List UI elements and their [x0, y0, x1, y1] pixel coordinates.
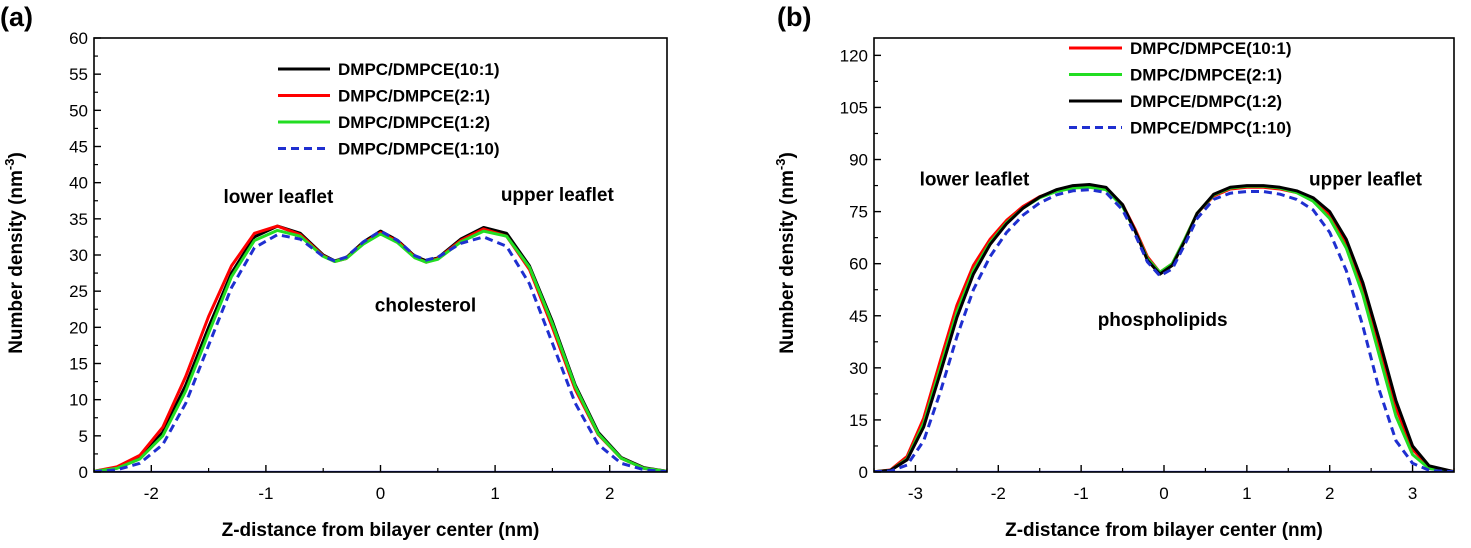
- x-tick-label: 0: [1159, 484, 1168, 503]
- y-tick-label: 75: [849, 203, 868, 222]
- x-tick-label: 3: [1408, 484, 1417, 503]
- y-tick-label: 15: [849, 411, 868, 430]
- annotation-label: cholesterol: [375, 295, 476, 316]
- x-tick-label: 0: [376, 484, 385, 503]
- chart-panel-b: 0 15 30 45 60 75 90 105 120 -3 -2 -1 0 1 2 3 (b) Z-distan…: [773, 2, 1455, 541]
- series-group: [94, 224, 667, 472]
- y-axis-title-close: ): [777, 152, 798, 158]
- series-line-3: [94, 228, 667, 472]
- y-tick-label: 50: [69, 101, 88, 120]
- y-tick-label: 90: [849, 151, 868, 170]
- annotation-label: lower leaflet: [223, 187, 333, 208]
- legend-entry: DMPC/DMPCE(2:1): [338, 87, 490, 106]
- series-group: [874, 183, 1454, 472]
- y-axis-title: Number density (nm-3): [2, 152, 27, 354]
- chart-panel-a: 0 5 10 15 20 25 30 35 40 45 50 55 60 -2 -1 0 1 2 (a) Z-dist…: [0, 2, 668, 541]
- x-axis-title: Z-distance from bilayer center (nm): [1005, 520, 1323, 541]
- x-tick-label: 2: [1325, 484, 1334, 503]
- y-tick-label: 0: [79, 463, 88, 482]
- legend-entry: DMPC/DMPCE(10:1): [1130, 39, 1292, 58]
- y-tick-label: 25: [69, 282, 88, 301]
- series-line-4: [94, 229, 667, 472]
- series-line-4: [874, 188, 1454, 472]
- y-tick-label: 60: [849, 255, 868, 274]
- legend-entry: DMPCE/DMPC(1:2): [1130, 92, 1282, 111]
- legend: DMPC/DMPCE(10:1) DMPC/DMPCE(2:1) DMPCE/DMP…: [1069, 39, 1292, 138]
- y-tick-label: 15: [69, 355, 88, 374]
- x-tick-label: -2: [144, 484, 159, 503]
- series-line-2: [94, 224, 667, 472]
- y-tick-label: 30: [69, 246, 88, 265]
- x-tick-label: -2: [991, 484, 1006, 503]
- y-axis-title-sup: -3: [773, 159, 788, 171]
- y-axis-title: Number density (nm-3): [773, 152, 798, 354]
- legend-entry: DMPC/DMPCE(1:10): [338, 140, 500, 159]
- y-axis-title-main: Number density (nm: [777, 170, 798, 354]
- y-tick-label: 40: [69, 174, 88, 193]
- y-axis-title-sup: -3: [2, 159, 17, 171]
- annotation-label: phospholipids: [1098, 310, 1228, 331]
- y-tick-label: 10: [69, 391, 88, 410]
- annotation-label: upper leaflet: [1309, 170, 1423, 191]
- x-axis-title: Z-distance from bilayer center (nm): [222, 520, 540, 541]
- y-tick-label: 30: [849, 359, 868, 378]
- panel-label: (a): [0, 2, 33, 32]
- x-tick-label: -1: [1074, 484, 1089, 503]
- y-tick-label: 20: [69, 318, 88, 337]
- x-tick-label: 1: [490, 484, 499, 503]
- annotation-label: upper leaflet: [501, 185, 615, 206]
- x-tick-label: -1: [258, 484, 273, 503]
- y-tick-label: 55: [69, 65, 88, 84]
- y-axis-title-close: ): [6, 152, 27, 158]
- y-tick-label: 45: [69, 138, 88, 157]
- x-tick-label: 2: [605, 484, 614, 503]
- annotation-label: lower leaflet: [920, 170, 1030, 191]
- y-tick-label: 45: [849, 307, 868, 326]
- y-tick-label: 0: [859, 463, 868, 482]
- panel-label: (b): [777, 2, 811, 32]
- legend-entry: DMPCE/DMPC(1:10): [1130, 119, 1292, 138]
- legend: DMPC/DMPCE(10:1) DMPC/DMPCE(2:1) DMPC/DMPC…: [278, 60, 500, 159]
- y-tick-label: 60: [69, 29, 88, 48]
- legend-entry: DMPC/DMPCE(10:1): [338, 60, 500, 79]
- y-tick-label: 5: [79, 427, 88, 446]
- y-axis-title-main: Number density (nm: [6, 170, 27, 354]
- series-line-1: [94, 224, 667, 472]
- y-tick-label: 35: [69, 210, 88, 229]
- legend-entry: DMPC/DMPCE(2:1): [1130, 66, 1282, 85]
- legend-entry: DMPC/DMPCE(1:2): [338, 113, 490, 132]
- x-tick-label: 1: [1242, 484, 1251, 503]
- x-tick-label: -3: [908, 484, 923, 503]
- y-tick-label: 120: [840, 46, 868, 65]
- y-tick-label: 105: [840, 98, 868, 117]
